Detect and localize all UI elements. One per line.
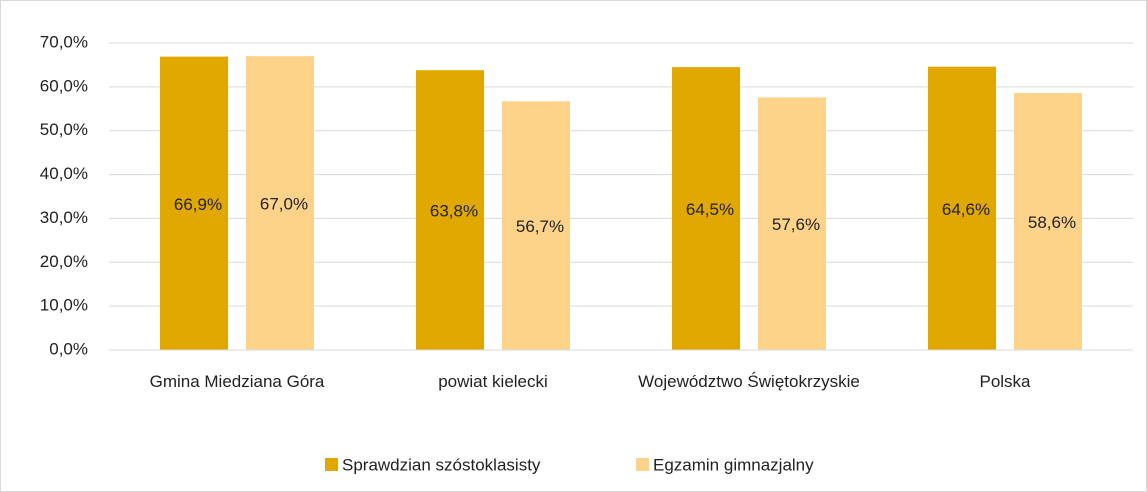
bar — [502, 101, 570, 350]
data-label: 57,6% — [772, 215, 820, 234]
y-tick-label: 0,0% — [49, 339, 88, 358]
y-tick-label: 10,0% — [40, 296, 88, 315]
bar — [416, 70, 484, 350]
y-tick-label: 30,0% — [40, 208, 88, 227]
y-tick-label: 20,0% — [40, 252, 88, 271]
y-tick-label: 60,0% — [40, 76, 88, 95]
data-label: 64,6% — [942, 200, 990, 219]
bar — [928, 66, 996, 350]
bar — [1014, 92, 1082, 351]
legend-swatch — [636, 458, 649, 471]
x-tick-label: Województwo Świętokrzyskie — [638, 372, 860, 391]
x-tick-label: powiat kielecki — [438, 372, 548, 391]
bar — [160, 56, 228, 351]
x-tick-label: Gmina Miedziana Góra — [149, 372, 325, 391]
data-label: 64,5% — [686, 200, 734, 219]
legend-label: Egzamin gimnazjalny — [653, 455, 814, 474]
legend-label: Sprawdzian szóstoklasisty — [342, 455, 541, 474]
data-label: 63,8% — [430, 202, 478, 221]
y-tick-label: 40,0% — [40, 164, 88, 183]
bar — [672, 67, 740, 350]
data-label: 56,7% — [516, 217, 564, 236]
bar — [758, 97, 826, 350]
bar — [246, 56, 314, 351]
x-tick-label: Polska — [979, 372, 1031, 391]
y-tick-label: 50,0% — [40, 120, 88, 139]
legend-swatch — [325, 458, 338, 471]
data-label: 58,6% — [1028, 213, 1076, 232]
data-label: 66,9% — [174, 195, 222, 214]
y-tick-label: 70,0% — [40, 32, 88, 51]
data-label: 67,0% — [260, 195, 308, 214]
